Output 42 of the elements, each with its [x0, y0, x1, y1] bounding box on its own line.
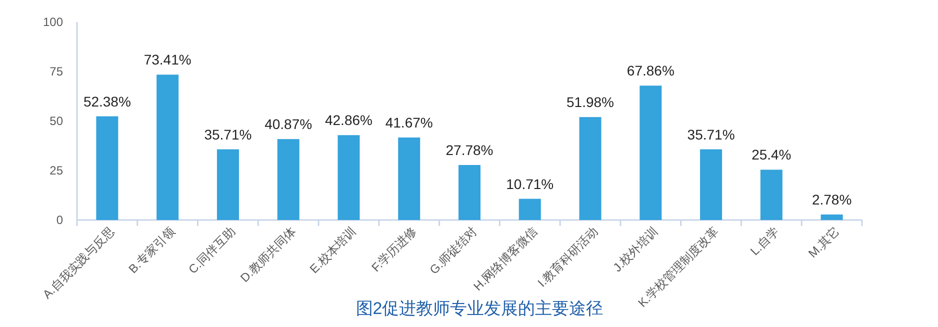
- data-label: 67.86%: [626, 62, 674, 79]
- x-tick-label: G.师徒结对: [426, 224, 480, 278]
- x-tick-label: E.校本培训: [306, 224, 359, 276]
- x-tick-label: A.自我实践与反思: [40, 224, 118, 302]
- x-tick-label: B.专家引领: [126, 224, 178, 276]
- bar: [398, 137, 420, 220]
- data-label: 41.67%: [385, 114, 433, 130]
- bar: [338, 135, 360, 220]
- x-tick-label: C.同伴互助: [186, 224, 238, 277]
- data-label: 10.71%: [506, 176, 554, 192]
- x-tick-label: L.自学: [748, 224, 782, 258]
- y-tick-label: 25: [50, 164, 64, 178]
- bar: [518, 198, 541, 220]
- bar: [760, 170, 782, 220]
- y-tick-label: 100: [42, 15, 64, 29]
- bar: [156, 74, 179, 220]
- data-label: 35.71%: [204, 126, 252, 142]
- data-label: 73.41%: [144, 52, 192, 68]
- data-label: 40.87%: [264, 116, 312, 132]
- bar: [458, 164, 480, 220]
- x-tick-label: J.校外培训: [610, 224, 661, 275]
- y-tick-label: 50: [50, 114, 64, 128]
- bar: [216, 149, 239, 220]
- data-label: 25.4%: [752, 146, 792, 163]
- x-tick-label: F.学历进修: [368, 224, 420, 275]
- x-tick-label: D.教师共同体: [238, 224, 298, 286]
- bar: [277, 139, 300, 220]
- y-tick-label: 0: [56, 213, 64, 227]
- data-label: 27.78%: [446, 142, 494, 158]
- bar: [640, 86, 662, 220]
- bar: [700, 149, 722, 220]
- data-label: 51.98%: [566, 94, 614, 110]
- y-tick-label: 75: [50, 64, 64, 78]
- data-label: 52.38%: [83, 93, 131, 110]
- bar: [579, 117, 602, 220]
- data-label: 35.71%: [687, 126, 735, 142]
- bar: [820, 214, 843, 220]
- text: 图2促进教师专业发展的主要途径: [356, 299, 604, 318]
- data-label: 42.86%: [324, 112, 372, 128]
- bar: [96, 116, 118, 220]
- x-tick-label: M.其它: [806, 224, 842, 261]
- data-label: 2.78%: [812, 191, 852, 208]
